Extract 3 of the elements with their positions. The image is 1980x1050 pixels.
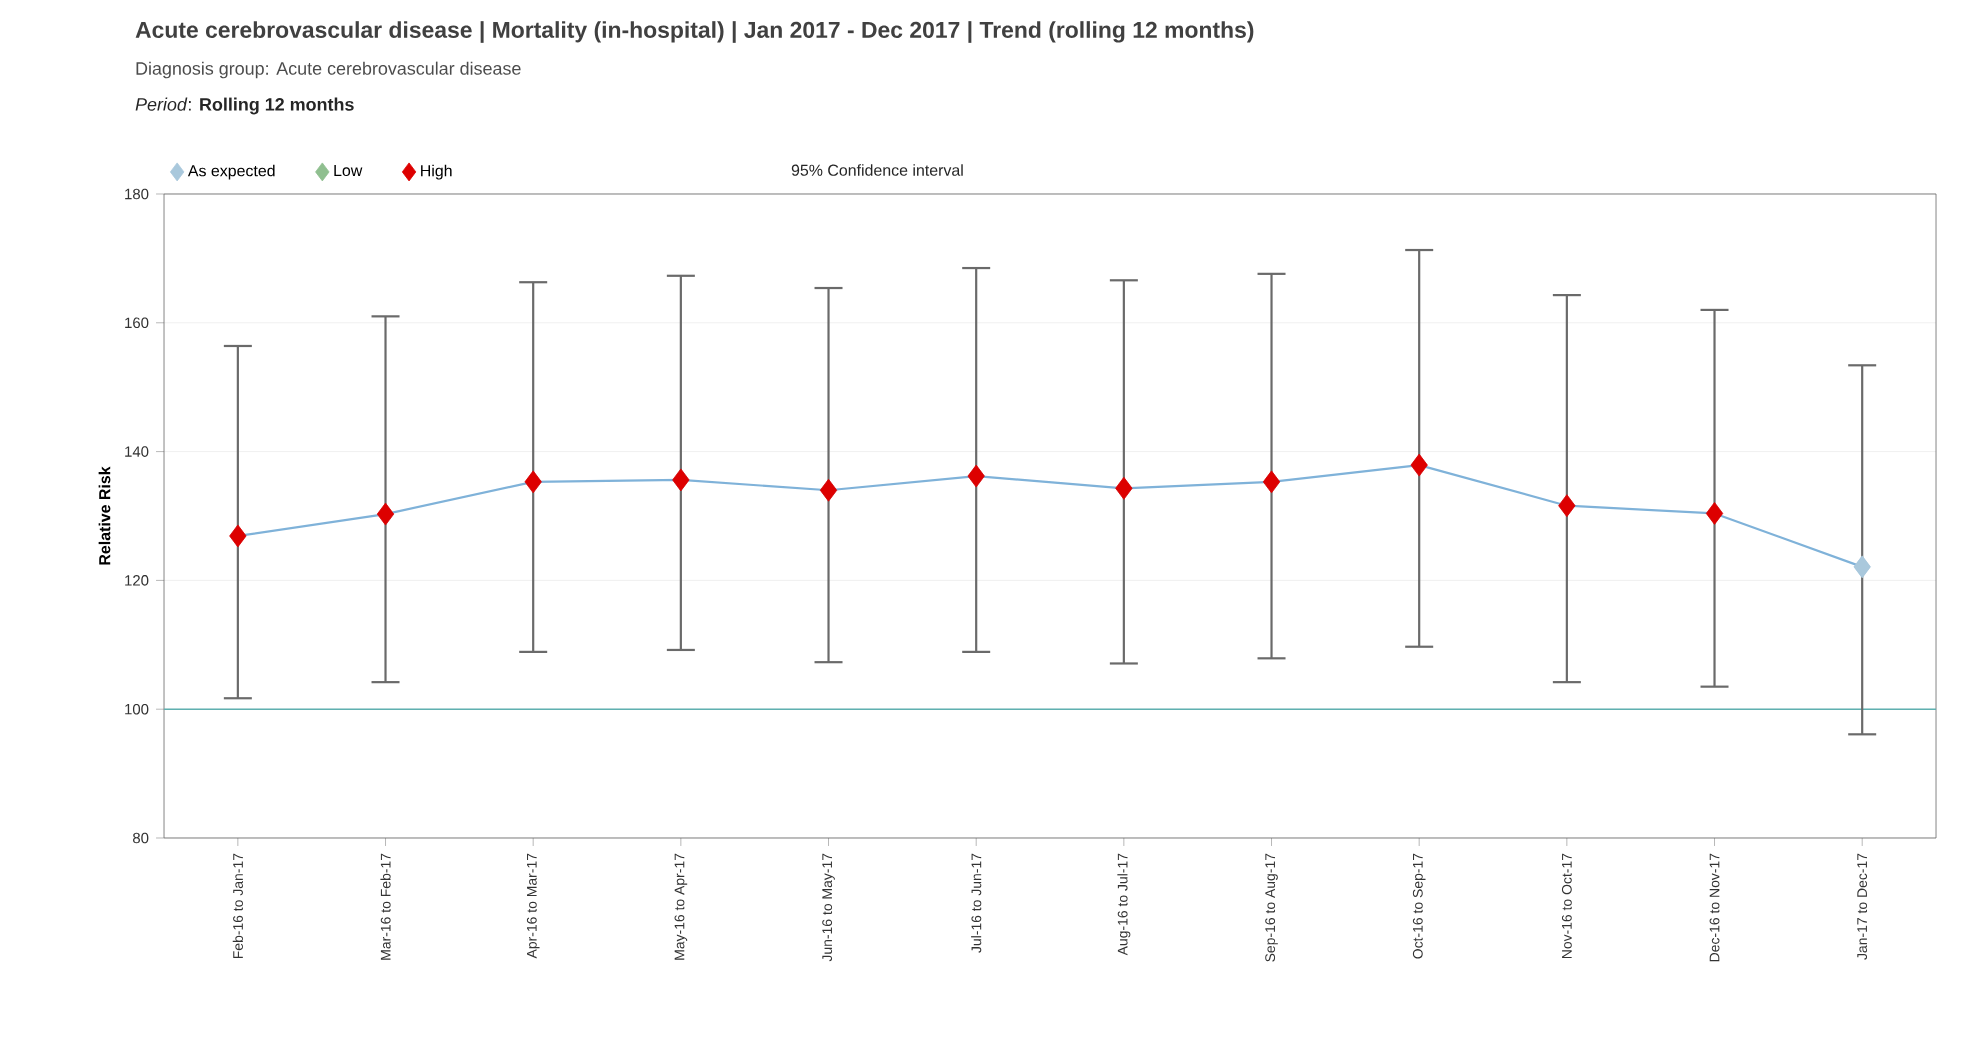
chart-title: Acute cerebrovascular disease | Mortality (in-hospital) | Jan 2017 - Dec 2017 | Trend (rolling 12 months)	[135, 21, 1254, 43]
text: Period: Rolling 12 months	[135, 97, 354, 115]
chart-subtitle: Diagnosis group: Acute cerebrovascular disease	[136, 61, 521, 79]
